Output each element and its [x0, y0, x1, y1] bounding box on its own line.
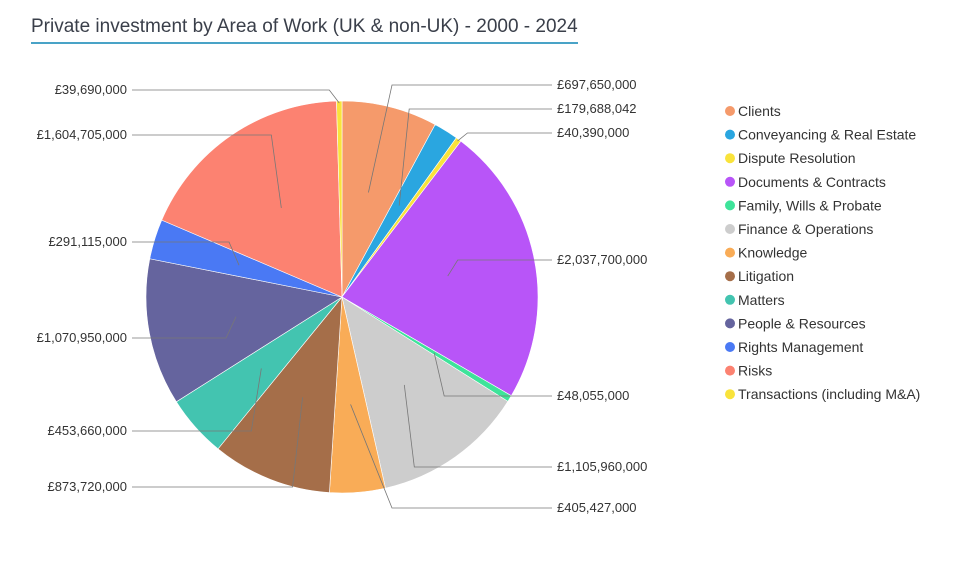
legend-item-rights-management[interactable]: Rights Management: [738, 339, 863, 355]
data-label-clients: £697,650,000: [557, 77, 637, 92]
legend-marker-documents-and-contracts: [725, 176, 735, 187]
legend-marker-clients: [725, 106, 735, 116]
legend-marker-transactions-including-manda: [725, 389, 735, 400]
legend-marker-rights-management: [725, 342, 735, 352]
leader-line-documents-and-contracts: [447, 259, 552, 277]
legend-item-risks[interactable]: Risks: [738, 363, 772, 379]
legend-item-clients[interactable]: Clients: [738, 103, 781, 119]
pie-slice-litigation: [217, 296, 343, 493]
legend-item-litigation[interactable]: Litigation: [738, 268, 794, 284]
leader-line-litigation: [132, 397, 303, 488]
data-label-dispute-resolution: £40,390,000: [557, 125, 629, 140]
legend-marker-people-and-resources: [725, 318, 735, 329]
legend-item-conveyancing-and-real-estate[interactable]: Conveyancing & Real Estate: [738, 127, 916, 143]
legend-item-dispute-resolution[interactable]: Dispute Resolution: [738, 150, 856, 166]
leader-line-risks: [132, 134, 282, 208]
leader-line-clients: [368, 84, 552, 193]
legend-marker-finance-and-operations: [725, 224, 735, 234]
data-label-risks: £1,604,705,000: [37, 127, 127, 142]
data-label-rights-management: £291,115,000: [48, 234, 127, 249]
legend-item-transactions-including-manda[interactable]: Transactions (including M&A): [738, 386, 920, 402]
leader-line-transactions-including-manda: [132, 89, 340, 104]
pie-slice-clients: [341, 100, 436, 298]
pie-slice-people-and-resources: [145, 258, 343, 403]
pie-slice-finance-and-operations: [341, 296, 509, 489]
data-label-matters: £453,660,000: [47, 423, 127, 438]
legend-item-people-and-resources[interactable]: People & Resources: [738, 315, 866, 331]
data-label-litigation: £873,720,000: [47, 479, 127, 494]
leader-line-rights-management: [132, 241, 240, 266]
legend-marker-knowledge: [725, 247, 735, 258]
data-label-finance-and-operations: £1,105,960,000: [557, 459, 647, 474]
legend-marker-risks: [725, 365, 735, 376]
legend-item-family-wills-and-probate[interactable]: Family, Wills & Probate: [738, 197, 882, 213]
data-label-family-wills-and-probate: £48,055,000: [557, 388, 629, 403]
data-label-documents-and-contracts: £2,037,700,000: [557, 252, 647, 267]
leader-line-people-and-resources: [132, 316, 237, 339]
data-label-knowledge: £405,427,000: [557, 500, 637, 515]
legend-marker-conveyancing-and-real-estate: [725, 129, 735, 140]
legend-marker-family-wills-and-probate: [725, 200, 735, 211]
leader-line-dispute-resolution: [457, 132, 552, 142]
leader-line-conveyancing-and-real-estate: [398, 108, 552, 206]
leader-line-family-wills-and-probate: [433, 352, 552, 397]
data-label-conveyancing-and-real-estate: £179,688,042: [557, 101, 637, 116]
legend-marker-matters: [725, 294, 735, 305]
legend-item-matters[interactable]: Matters: [738, 292, 785, 308]
legend-item-finance-and-operations[interactable]: Finance & Operations: [738, 221, 873, 237]
legend-marker-litigation: [725, 271, 735, 282]
data-label-transactions-including-manda: £39,690,000: [55, 82, 127, 97]
data-label-people-and-resources: £1,070,950,000: [37, 330, 127, 345]
chart-title: Private investment by Area of Work (UK &…: [31, 16, 578, 44]
pie-slice-documents-and-contracts: [341, 140, 539, 397]
leader-line-finance-and-operations: [403, 384, 552, 468]
legend-item-knowledge[interactable]: Knowledge: [738, 245, 807, 261]
legend-item-documents-and-contracts[interactable]: Documents & Contracts: [738, 174, 886, 190]
leader-line-knowledge: [350, 404, 552, 509]
leader-line-matters: [132, 368, 262, 432]
legend-marker-dispute-resolution: [725, 153, 735, 164]
pie-slice-transactions-including-manda: [336, 100, 343, 298]
